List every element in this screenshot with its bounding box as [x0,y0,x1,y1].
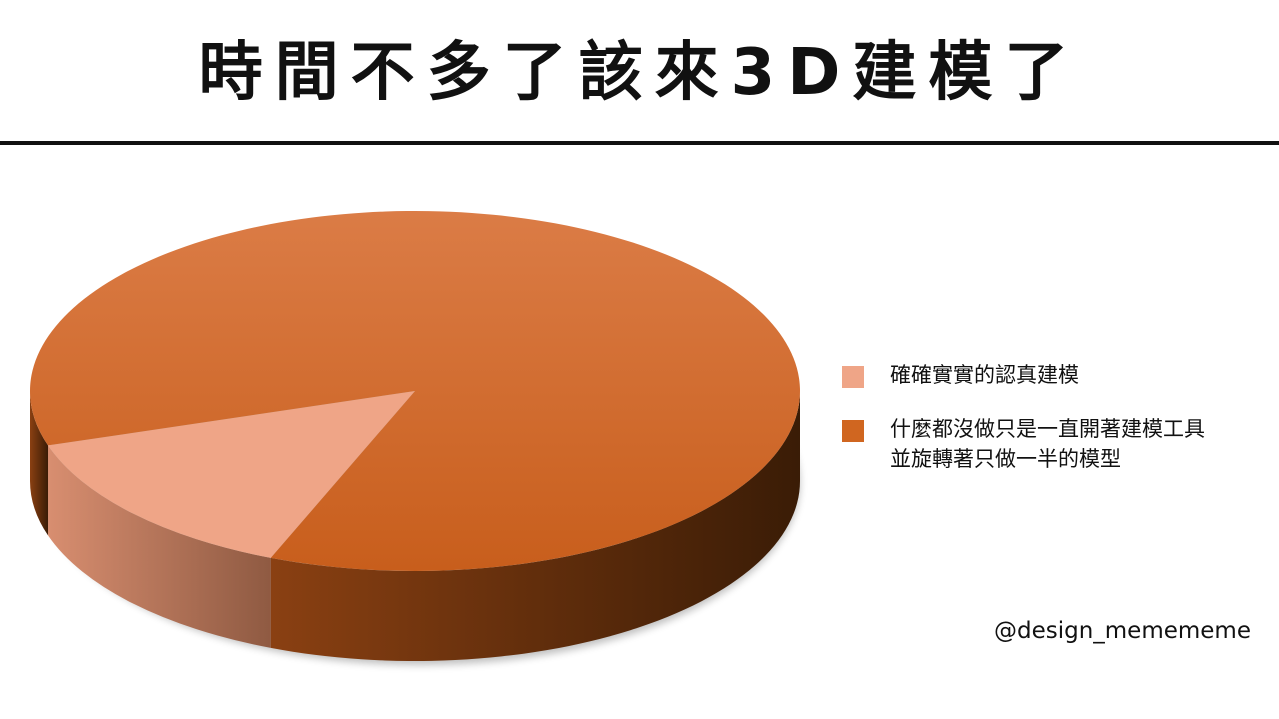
page-title: 時間不多了該來3D建模了 [198,36,1081,110]
credit-handle: @design_memememe [993,618,1251,644]
legend-item: 確確實實的認真建模 [842,360,1272,390]
legend-label: 什麼都沒做只是一直開著建模工具 並旋轉著只做一半的模型 [890,417,1205,471]
pie-slice [29,211,800,571]
legend-swatch [842,420,864,442]
legend-label: 確確實實的認真建模 [890,363,1079,387]
pie-slice [48,391,415,558]
pie-slice-side [270,391,800,661]
legend-swatch [842,366,864,388]
pie-slice-side [48,445,271,648]
title-divider [0,141,1279,145]
chart-legend: 確確實實的認真建模 什麼都沒做只是一直開著建模工具 並旋轉著只做一半的模型 [842,360,1272,498]
pie-slice-side [30,391,49,536]
legend-item: 什麼都沒做只是一直開著建模工具 並旋轉著只做一半的模型 [842,414,1272,474]
